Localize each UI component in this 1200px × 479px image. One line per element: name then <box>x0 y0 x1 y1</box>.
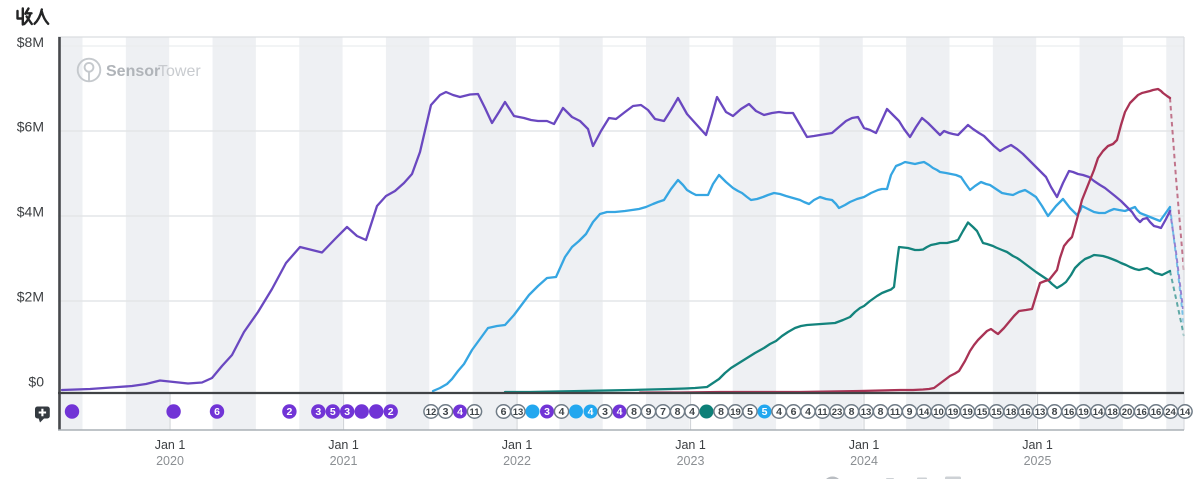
svg-text:Jan 1: Jan 1 <box>675 438 706 452</box>
svg-text:2025: 2025 <box>1024 454 1052 468</box>
svg-text:13: 13 <box>1035 407 1046 418</box>
svg-text:Sensor: Sensor <box>106 63 160 80</box>
svg-text:4: 4 <box>588 406 594 418</box>
svg-text:13: 13 <box>513 407 524 418</box>
svg-text:16: 16 <box>1020 407 1031 418</box>
svg-text:4: 4 <box>776 406 782 418</box>
svg-text:6: 6 <box>791 406 797 418</box>
svg-text:3: 3 <box>315 406 321 418</box>
svg-text:11: 11 <box>469 407 480 418</box>
svg-text:16: 16 <box>1136 407 1147 418</box>
svg-text:3: 3 <box>443 406 449 418</box>
svg-text:3: 3 <box>544 406 550 418</box>
svg-text:$0: $0 <box>28 374 44 390</box>
svg-text:2023: 2023 <box>677 454 705 468</box>
svg-text:8: 8 <box>849 406 855 418</box>
svg-text:19: 19 <box>962 407 973 418</box>
svg-text:$4M: $4M <box>17 204 44 220</box>
svg-text:$8M: $8M <box>17 34 44 50</box>
svg-text:9: 9 <box>646 406 652 418</box>
svg-text:11: 11 <box>817 407 828 418</box>
svg-text:$2M: $2M <box>17 289 44 305</box>
svg-text:2020: 2020 <box>156 454 184 468</box>
svg-text:23: 23 <box>832 407 843 418</box>
svg-text:9: 9 <box>907 406 913 418</box>
svg-text:5: 5 <box>762 406 768 418</box>
svg-text:4: 4 <box>689 406 695 418</box>
svg-text:8: 8 <box>1052 406 1058 418</box>
svg-text:19: 19 <box>730 407 741 418</box>
svg-text:5: 5 <box>330 406 336 418</box>
svg-text:2: 2 <box>286 406 292 418</box>
svg-text:Tower: Tower <box>158 63 201 80</box>
svg-text:2: 2 <box>388 406 394 418</box>
svg-text:Jan 1: Jan 1 <box>849 438 880 452</box>
svg-text:13: 13 <box>861 407 872 418</box>
svg-text:11: 11 <box>890 407 901 418</box>
svg-text:15: 15 <box>991 407 1002 418</box>
svg-text:10: 10 <box>933 407 944 418</box>
svg-text:8: 8 <box>675 406 681 418</box>
svg-text:4: 4 <box>617 406 623 418</box>
svg-text:3: 3 <box>344 406 350 418</box>
svg-text:2022: 2022 <box>503 454 531 468</box>
svg-text:2024: 2024 <box>850 454 878 468</box>
svg-text:4: 4 <box>457 406 463 418</box>
svg-text:8: 8 <box>878 406 884 418</box>
svg-text:4: 4 <box>559 406 565 418</box>
svg-text:19: 19 <box>1078 407 1089 418</box>
svg-text:Jan 1: Jan 1 <box>328 438 359 452</box>
svg-text:Jan 1: Jan 1 <box>155 438 186 452</box>
svg-text:16: 16 <box>1064 407 1075 418</box>
svg-text:19: 19 <box>948 407 959 418</box>
svg-text:2021: 2021 <box>330 454 358 468</box>
svg-text:8: 8 <box>631 406 637 418</box>
svg-text:Jan 1: Jan 1 <box>1022 438 1053 452</box>
svg-text:12: 12 <box>426 407 437 418</box>
svg-text:18: 18 <box>1107 407 1118 418</box>
svg-text:8: 8 <box>718 406 724 418</box>
svg-text:7: 7 <box>660 406 666 418</box>
svg-text:16: 16 <box>1151 407 1162 418</box>
svg-text:3: 3 <box>602 406 608 418</box>
svg-text:15: 15 <box>977 407 988 418</box>
svg-text:20: 20 <box>1122 407 1133 418</box>
svg-text:14: 14 <box>919 407 930 418</box>
svg-text:Jan 1: Jan 1 <box>502 438 533 452</box>
svg-text:$6M: $6M <box>17 119 44 135</box>
svg-text:6: 6 <box>214 406 220 418</box>
svg-text:5: 5 <box>747 406 753 418</box>
svg-text:18: 18 <box>1006 407 1017 418</box>
svg-text:4: 4 <box>805 406 811 418</box>
svg-text:14: 14 <box>1093 407 1104 418</box>
svg-text:6: 6 <box>501 406 507 418</box>
svg-text:14: 14 <box>1180 407 1191 418</box>
svg-text:24: 24 <box>1165 407 1176 418</box>
